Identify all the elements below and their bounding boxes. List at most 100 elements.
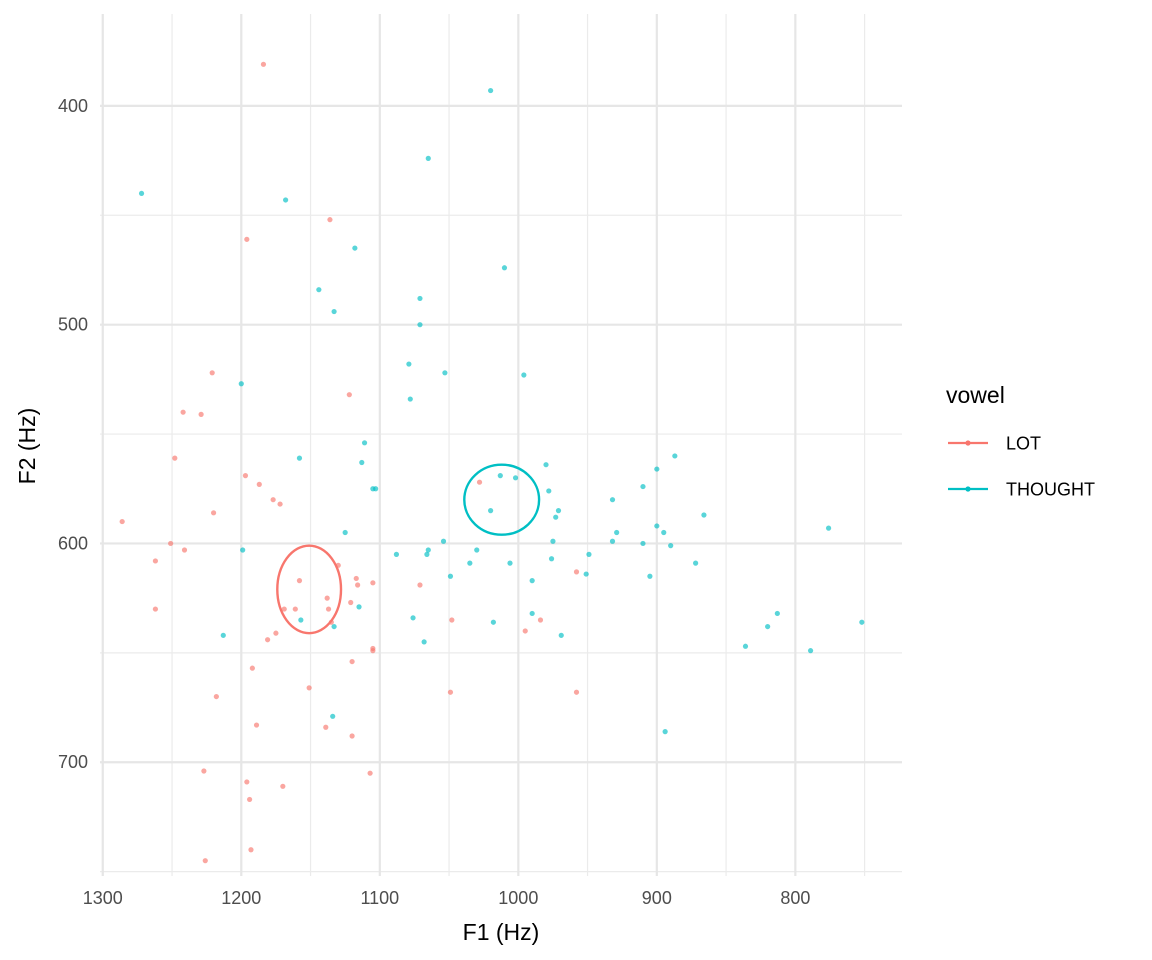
data-point-thought: [298, 617, 304, 623]
data-point-thought: [407, 396, 413, 402]
data-point-thought: [488, 508, 494, 514]
data-point-thought: [662, 729, 668, 735]
data-point-thought: [417, 295, 423, 302]
data-point-lot: [349, 733, 355, 739]
legend: vowel LOT THOUGHT: [946, 382, 1095, 500]
x-axis-tick-labels: 1300 1200 1100 1000 900 800: [83, 888, 811, 908]
series-ellipses: [276, 463, 541, 635]
y-tick-label: 400: [58, 96, 88, 116]
data-point-lot: [152, 558, 159, 564]
data-point-lot: [265, 637, 271, 643]
data-point-thought: [548, 556, 555, 562]
data-point-thought: [521, 372, 527, 378]
data-point-lot: [349, 658, 355, 665]
data-point-thought: [331, 623, 337, 630]
data-point-thought: [693, 560, 699, 566]
data-point-thought: [440, 538, 447, 544]
data-point-thought: [546, 488, 552, 494]
y-tick-label: 500: [58, 315, 88, 335]
x-tick-label: 1100: [360, 888, 399, 908]
legend-label-lot: LOT: [1006, 434, 1041, 454]
data-point-lot: [281, 606, 287, 612]
data-point-thought: [425, 155, 431, 161]
data-point-thought: [586, 551, 592, 557]
data-point-lot: [249, 665, 255, 671]
data-point-thought: [512, 475, 519, 481]
data-point-lot: [537, 617, 544, 623]
data-point-thought: [558, 632, 564, 638]
data-point-lot: [180, 409, 186, 415]
data-point-lot: [248, 847, 254, 853]
data-point-lot: [348, 599, 354, 606]
x-tick-label: 1000: [498, 888, 538, 908]
data-point-lot: [296, 578, 303, 584]
data-point-thought: [359, 459, 365, 466]
data-point-lot: [244, 779, 250, 785]
data-point-thought: [701, 512, 707, 518]
legend-title: vowel: [946, 382, 1005, 408]
data-point-thought: [583, 571, 589, 577]
data-point-lot: [202, 858, 208, 864]
data-point-thought: [640, 483, 646, 490]
legend-key-point-lot: [965, 440, 971, 446]
major-gridlines: [100, 14, 902, 876]
data-point-thought: [283, 197, 289, 203]
data-point-lot: [210, 510, 217, 516]
x-tick-label: 1300: [83, 888, 123, 908]
data-point-thought: [342, 529, 348, 536]
data-point-lot: [242, 473, 249, 479]
data-point-thought: [424, 551, 430, 557]
data-point-lot: [573, 569, 580, 575]
data-point-thought: [474, 547, 480, 553]
data-point-lot: [370, 648, 376, 654]
minor-gridlines: [100, 14, 902, 876]
ellipse-lot: [276, 544, 343, 635]
data-point-lot: [306, 685, 312, 691]
data-point-thought: [425, 547, 431, 553]
data-point-lot: [370, 580, 376, 586]
data-point-thought: [672, 453, 678, 459]
data-point-lot: [327, 217, 333, 223]
data-point-thought: [742, 643, 749, 649]
data-point-lot: [447, 689, 454, 695]
data-point-lot: [280, 783, 286, 789]
data-point-thought: [609, 538, 616, 544]
data-point-thought: [647, 573, 653, 579]
data-point-lot: [209, 370, 215, 376]
data-point-thought: [661, 529, 667, 536]
x-tick-label: 1200: [221, 888, 261, 908]
data-point-thought: [417, 322, 423, 328]
data-point-thought: [807, 648, 814, 654]
data-point-lot: [253, 722, 260, 728]
data-point-thought: [614, 529, 620, 536]
data-point-lot: [573, 689, 580, 695]
legend-label-thought: THOUGHT: [1006, 480, 1095, 500]
data-point-thought: [352, 245, 358, 251]
data-point-thought: [640, 540, 646, 547]
y-tick-label: 600: [58, 533, 88, 553]
data-point-lot: [172, 455, 178, 461]
data-point-lot: [292, 606, 298, 612]
data-point-lot: [119, 518, 125, 525]
data-point-lot: [417, 582, 423, 588]
data-point-lot: [256, 481, 262, 487]
data-point-thought: [497, 473, 503, 479]
x-tick-label: 800: [780, 888, 810, 908]
data-point-thought: [555, 508, 562, 514]
y-axis-tick-labels: 400 500 600 700: [58, 96, 88, 772]
data-point-lot: [168, 540, 174, 547]
data-point-lot: [246, 796, 253, 803]
y-axis-title: F2 (Hz): [14, 408, 40, 485]
data-point-thought: [668, 543, 674, 549]
data-point-thought: [501, 265, 508, 271]
data-point-lot: [449, 617, 455, 623]
data-point-thought: [238, 381, 244, 387]
data-point-lot: [244, 236, 250, 242]
data-point-thought: [447, 573, 454, 579]
data-point-lot: [270, 497, 276, 503]
data-point-thought: [316, 287, 322, 293]
data-point-thought: [529, 578, 535, 584]
data-point-thought: [550, 538, 556, 544]
data-point-thought: [356, 604, 362, 610]
